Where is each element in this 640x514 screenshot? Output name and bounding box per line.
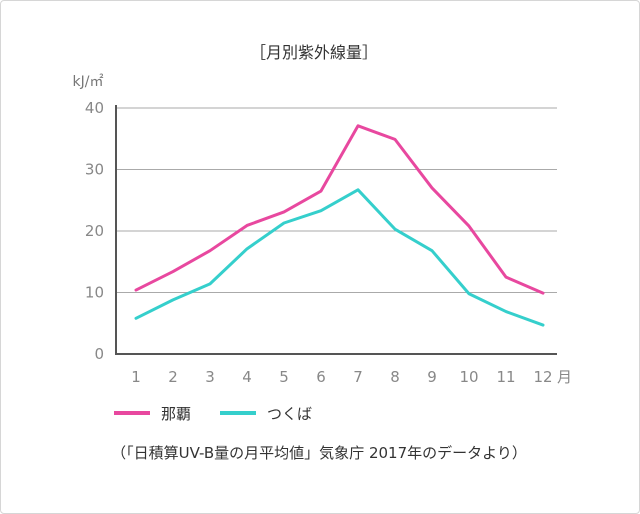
- x-tick-labels: 1 2 3 4 5 6 7 8 9 10 11 12 月: [131, 368, 572, 386]
- x-tick-label: 2: [168, 368, 178, 386]
- gridlines: [116, 107, 557, 293]
- y-tick-labels: 0 10 20 30 40: [85, 99, 104, 363]
- x-tick-label: 3: [205, 368, 215, 386]
- x-tick-label: 10: [459, 368, 478, 386]
- y-tick-label: 40: [85, 99, 104, 117]
- x-tick-label: 4: [242, 368, 252, 386]
- x-axis-unit-label: 月: [557, 368, 572, 386]
- y-tick-label: 20: [85, 222, 104, 240]
- y-tick-label: 10: [85, 284, 104, 302]
- legend: 那覇 つくば: [114, 405, 312, 423]
- x-tick-label: 1: [131, 368, 141, 386]
- source-note: （「日積算UV-B量の月平均値」気象庁 2017年のデータより）: [111, 444, 527, 462]
- x-tick-label: 6: [316, 368, 326, 386]
- y-tick-label: 0: [94, 345, 104, 363]
- y-tick-label: 30: [85, 161, 104, 179]
- series-line-naha: [134, 124, 545, 295]
- x-tick-label: 7: [353, 368, 363, 386]
- y-axis-unit-label: kJ/㎡: [73, 74, 104, 90]
- axes: [115, 105, 557, 355]
- x-tick-label: 11: [496, 368, 515, 386]
- x-tick-label: 12: [533, 368, 552, 386]
- series-lines: [134, 124, 545, 327]
- x-tick-label: 9: [427, 368, 437, 386]
- x-tick-label: 5: [279, 368, 289, 386]
- chart-title: ［月別紫外線量］: [250, 43, 378, 62]
- legend-label-tsukuba: つくば: [267, 405, 312, 423]
- x-tick-label: 8: [390, 368, 400, 386]
- legend-label-naha: 那覇: [161, 405, 191, 423]
- series-line-tsukuba: [134, 188, 545, 327]
